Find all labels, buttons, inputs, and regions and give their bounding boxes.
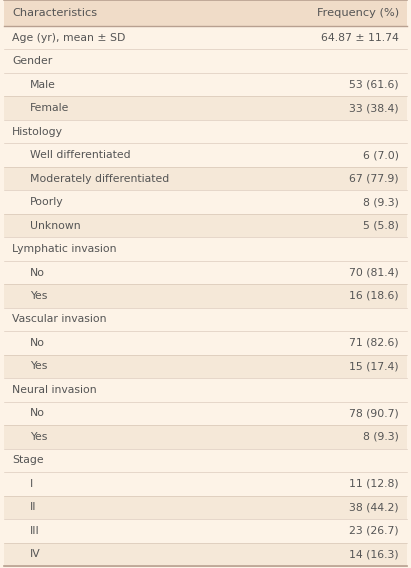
Bar <box>4 449 407 472</box>
Bar <box>4 0 407 26</box>
Bar <box>4 425 407 449</box>
Bar <box>4 97 407 120</box>
Bar <box>4 308 407 331</box>
Bar <box>4 237 407 261</box>
Text: No: No <box>30 338 45 348</box>
Text: 70 (81.4): 70 (81.4) <box>349 268 399 278</box>
Text: Vascular invasion: Vascular invasion <box>12 315 106 324</box>
Text: 8 (9.3): 8 (9.3) <box>363 432 399 442</box>
Text: 15 (17.4): 15 (17.4) <box>349 361 399 371</box>
Text: 23 (26.7): 23 (26.7) <box>349 526 399 536</box>
Text: Yes: Yes <box>30 291 47 301</box>
Bar <box>4 26 407 49</box>
Bar <box>4 49 407 73</box>
Text: Male: Male <box>30 80 56 90</box>
Bar <box>4 261 407 284</box>
Text: 5 (5.8): 5 (5.8) <box>363 220 399 231</box>
Text: Female: Female <box>30 103 69 113</box>
Bar <box>4 73 407 97</box>
Text: 33 (38.4): 33 (38.4) <box>349 103 399 113</box>
Text: 38 (44.2): 38 (44.2) <box>349 502 399 512</box>
Text: No: No <box>30 268 45 278</box>
Text: 16 (18.6): 16 (18.6) <box>349 291 399 301</box>
Bar <box>4 167 407 190</box>
Text: 53 (61.6): 53 (61.6) <box>349 80 399 90</box>
Bar <box>4 331 407 354</box>
Text: 8 (9.3): 8 (9.3) <box>363 197 399 207</box>
Text: Poorly: Poorly <box>30 197 64 207</box>
Text: Yes: Yes <box>30 361 47 371</box>
Text: 64.87 ± 11.74: 64.87 ± 11.74 <box>321 33 399 43</box>
Text: Well differentiated: Well differentiated <box>30 150 131 160</box>
Text: Characteristics: Characteristics <box>12 8 97 18</box>
Text: 78 (90.7): 78 (90.7) <box>349 408 399 419</box>
Text: Gender: Gender <box>12 56 52 66</box>
Bar <box>4 190 407 214</box>
Text: III: III <box>30 526 40 536</box>
Text: 11 (12.8): 11 (12.8) <box>349 479 399 489</box>
Text: I: I <box>30 479 33 489</box>
Text: Frequency (%): Frequency (%) <box>317 8 399 18</box>
Text: Lymphatic invasion: Lymphatic invasion <box>12 244 116 254</box>
Bar <box>4 495 407 519</box>
Text: Moderately differentiated: Moderately differentiated <box>30 174 169 183</box>
Bar <box>4 542 407 566</box>
Text: Age (yr), mean ± SD: Age (yr), mean ± SD <box>12 33 125 43</box>
Text: Histology: Histology <box>12 127 63 137</box>
Bar <box>4 214 407 237</box>
Bar <box>4 354 407 378</box>
Bar <box>4 143 407 167</box>
Text: 71 (82.6): 71 (82.6) <box>349 338 399 348</box>
Bar <box>4 402 407 425</box>
Text: Neural invasion: Neural invasion <box>12 385 97 395</box>
Text: 67 (77.9): 67 (77.9) <box>349 174 399 183</box>
Text: IV: IV <box>30 549 41 559</box>
Text: No: No <box>30 408 45 419</box>
Text: Unknown: Unknown <box>30 220 81 231</box>
Bar <box>4 519 407 542</box>
Text: 14 (16.3): 14 (16.3) <box>349 549 399 559</box>
Bar <box>4 378 407 402</box>
Text: II: II <box>30 502 37 512</box>
Bar <box>4 284 407 308</box>
Text: Stage: Stage <box>12 456 44 465</box>
Text: Yes: Yes <box>30 432 47 442</box>
Bar <box>4 472 407 495</box>
Text: 6 (7.0): 6 (7.0) <box>363 150 399 160</box>
Bar <box>4 120 407 143</box>
